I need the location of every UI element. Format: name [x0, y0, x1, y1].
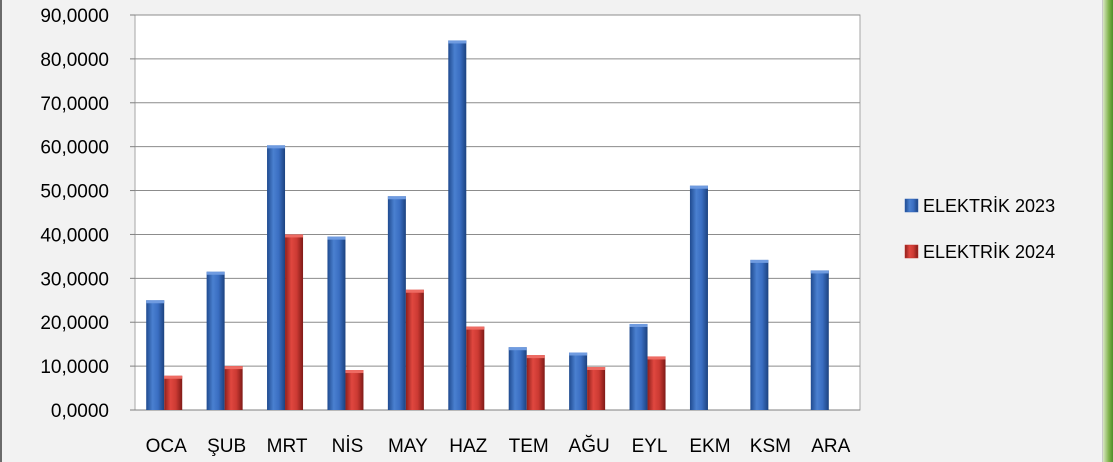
bar-top-highlight	[164, 375, 183, 379]
bar-top-highlight	[526, 355, 545, 359]
bar-2023	[267, 145, 286, 410]
x-tick-label: EKM	[689, 436, 730, 457]
x-tick-label: TEM	[509, 436, 549, 457]
legend-label: ELEKTRİK 2024	[923, 242, 1055, 262]
bar-2024	[224, 366, 243, 410]
bar-top-highlight	[569, 352, 588, 356]
plot-area	[134, 14, 861, 411]
y-axis-ticks: 0,0000 10,0000 20,0000 30,0000 40,0000 50,000…	[40, 6, 109, 422]
x-tick-label: OCA	[146, 436, 188, 457]
legend-swatch	[904, 244, 919, 259]
bar-2024	[466, 326, 485, 410]
bar-top-highlight	[387, 196, 406, 200]
bar-2023	[810, 270, 829, 410]
bar-top-highlight	[629, 323, 648, 327]
bar-top-highlight	[224, 366, 243, 370]
bar-2024	[587, 366, 606, 410]
bar-2023	[689, 185, 708, 410]
y-tick-label: 70,0000	[40, 94, 109, 115]
bar-top-highlight	[285, 234, 304, 238]
bar-2024	[405, 289, 424, 410]
bar-top-highlight	[405, 289, 424, 293]
bar-2023	[146, 300, 165, 410]
bar-2023	[387, 196, 406, 410]
bars	[146, 40, 829, 410]
bar-2023	[448, 40, 467, 410]
y-tick-label: 50,0000	[40, 182, 109, 203]
legend: ELEKTRİK 2023 ELEKTRİK 2024	[904, 196, 1055, 262]
bar-top-highlight	[267, 145, 286, 149]
y-tick-label: 10,0000	[40, 357, 109, 378]
x-tick-label: ARA	[811, 436, 850, 457]
x-tick-label: HAZ	[449, 436, 487, 457]
bar-top-highlight	[327, 236, 346, 240]
x-tick-label: AĞU	[569, 435, 610, 457]
x-tick-label: MRT	[267, 436, 308, 457]
bar-2023	[206, 271, 225, 410]
y-tick-label: 30,0000	[40, 269, 109, 290]
bar-top-highlight	[810, 270, 829, 274]
x-tick-label: NİS	[332, 436, 364, 457]
bar-2023	[569, 352, 588, 410]
bar-2024	[647, 356, 666, 410]
bar-top-highlight	[689, 185, 708, 189]
y-tick-label: 90,0000	[40, 6, 109, 27]
x-tick-label: KSM	[750, 436, 791, 457]
legend-label: ELEKTRİK 2023	[923, 196, 1055, 216]
bar-top-highlight	[508, 347, 527, 351]
bar-top-highlight	[448, 40, 467, 44]
window-edge	[1103, 0, 1113, 462]
y-tick-label: 80,0000	[40, 50, 109, 71]
bar-2023	[750, 259, 769, 410]
y-tick-label: 20,0000	[40, 313, 109, 334]
y-tick-label: 60,0000	[40, 138, 109, 159]
x-tick-label: EYL	[632, 436, 668, 457]
bar-2024	[164, 375, 183, 410]
y-tick-label: 0,0000	[51, 401, 109, 422]
bar-top-highlight	[750, 259, 769, 263]
bar-top-highlight	[587, 366, 606, 370]
bar-2024	[345, 370, 364, 410]
bar-top-highlight	[466, 326, 485, 330]
bar-top-highlight	[146, 300, 165, 304]
x-tick-label: ŞUB	[207, 436, 246, 457]
bar-top-highlight	[345, 370, 364, 374]
bar-2024	[526, 355, 545, 410]
y-tick-label: 40,0000	[40, 225, 109, 246]
gridlines	[130, 14, 860, 411]
legend-swatch	[904, 198, 919, 213]
x-tick-label: MAY	[388, 436, 428, 457]
bar-2023	[327, 236, 346, 410]
bar-top-highlight	[647, 356, 666, 360]
bar-2023	[629, 323, 648, 410]
bar-2023	[508, 347, 527, 410]
bar-2024	[285, 234, 304, 410]
x-axis-ticks: OCA ŞUB MRT NİS MAY HAZ TEM AĞU EYL EKM KSM ARA	[146, 435, 851, 457]
bar-top-highlight	[206, 271, 225, 275]
